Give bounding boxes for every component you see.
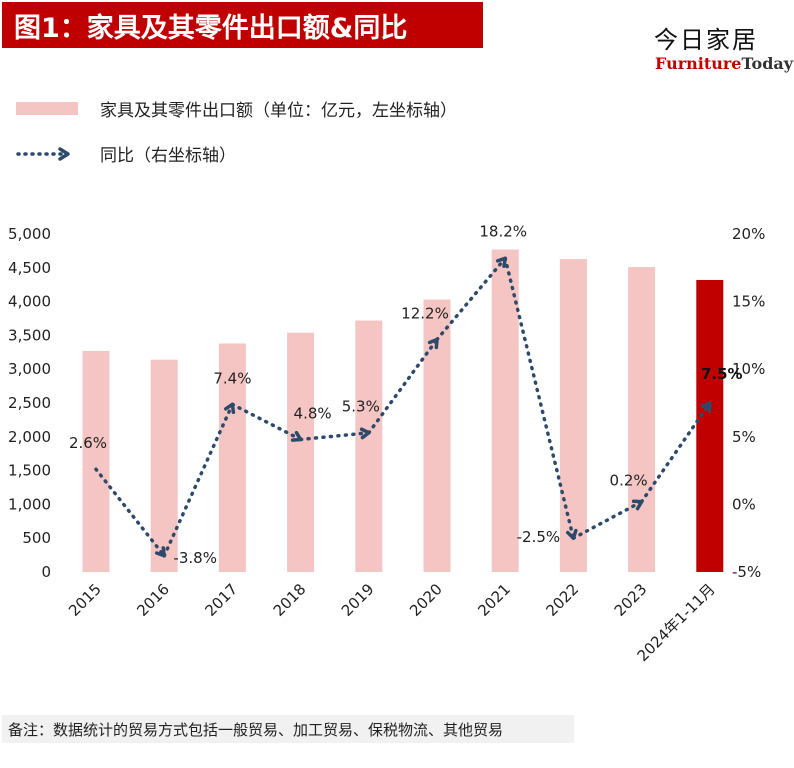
legend-bar-entry: 家具及其零件出口额（单位：亿元，左坐标轴） [16, 96, 457, 121]
yoy-data-label: -2.5% [517, 528, 561, 546]
y-left-tick-label: 500 [22, 529, 51, 547]
x-tick-label: 2023 [611, 580, 651, 620]
y-right-tick-label: -5% [732, 563, 761, 581]
yoy-data-label: 7.4% [213, 369, 251, 387]
legend-line-swatch [16, 146, 70, 161]
x-tick-label: 2021 [474, 580, 514, 620]
yoy-line-segment [94, 467, 165, 556]
yoy-line-segment [230, 402, 301, 441]
y-left-tick-label: 4,500 [8, 259, 51, 277]
bar-2015 [82, 350, 110, 572]
y-left-tick-label: 2,500 [8, 394, 51, 412]
y-left-tick-label: 0 [41, 563, 51, 581]
bar-2018 [287, 332, 315, 572]
yoy-data-label: 4.8% [294, 405, 332, 423]
y-left-tick-label: 3,500 [8, 326, 51, 344]
x-tick-label: 2019 [338, 580, 378, 620]
y-right-tick-label: 10% [732, 360, 765, 378]
yoy-data-label: -3.8% [173, 549, 217, 567]
yoy-line-segment [639, 402, 711, 504]
legend-line-label: 同比（右坐标轴） [100, 146, 236, 166]
y-left-tick-label: 1,000 [8, 495, 51, 513]
brand-logo-en: FurnitureToday [655, 54, 793, 73]
brand-logo-en-part2: Today [741, 54, 794, 73]
bar-2024年1-11月 [696, 279, 724, 572]
yoy-data-label: 12.2% [401, 304, 449, 322]
bar-2019 [355, 320, 383, 572]
x-tick-label: 2022 [542, 580, 582, 620]
y-left-tick-label: 5,000 [8, 225, 51, 243]
page-title-text: 图1：家具及其零件出口额&同比 [14, 12, 408, 44]
y-right-tick-label: 5% [732, 428, 756, 446]
x-tick-label: 2015 [65, 580, 105, 620]
yoy-data-label: 18.2% [479, 222, 527, 240]
yoy-data-label: 7.5% [701, 365, 743, 383]
y-left-tick-label: 4,000 [8, 293, 51, 311]
yoy-line-segment [435, 258, 506, 342]
yoy-data-label: 0.2% [610, 472, 648, 490]
yoy-line-segment [571, 500, 642, 540]
footnote-text: 备注：数据统计的贸易方式包括一般贸易、加工贸易、保税物流、其他贸易 [8, 720, 504, 739]
y-left-tick-label: 1,500 [8, 462, 51, 480]
legend-bar-swatch [16, 102, 78, 115]
bar-2017 [218, 343, 246, 572]
y-left-tick-label: 3,000 [8, 360, 51, 378]
x-tick-label: 2016 [133, 580, 173, 620]
y-right-tick-label: 20% [732, 225, 765, 243]
bar-2016 [150, 359, 178, 572]
yoy-data-label: 5.3% [342, 398, 380, 416]
y-right-tick-label: 0% [732, 495, 756, 513]
yoy-line-segment [162, 404, 234, 558]
legend-bar-label: 家具及其零件出口额（单位：亿元，左坐标轴） [100, 101, 457, 121]
legend-line-entry: 同比（右坐标轴） [16, 141, 236, 166]
y-left-tick-label: 2,000 [8, 428, 51, 446]
page-title: 图1：家具及其零件出口额&同比 [2, 2, 483, 48]
bar-2023 [628, 267, 656, 572]
yoy-data-label: 2.6% [69, 434, 107, 452]
brand-logo-en-part1: Furniture [655, 54, 742, 73]
x-tick-label: 2020 [406, 580, 446, 620]
bar-2022 [559, 259, 587, 572]
yoy-line-segment [503, 256, 575, 539]
x-tick-label: 2018 [270, 580, 310, 620]
y-right-tick-label: 15% [732, 293, 765, 311]
yoy-point-marker [700, 401, 712, 413]
bar-2021 [491, 249, 519, 572]
brand-logo-cn: 今日家居 [654, 26, 758, 54]
x-tick-label: 2017 [201, 580, 241, 620]
footnote: 备注：数据统计的贸易方式包括一般贸易、加工贸易、保税物流、其他贸易 [2, 715, 574, 743]
